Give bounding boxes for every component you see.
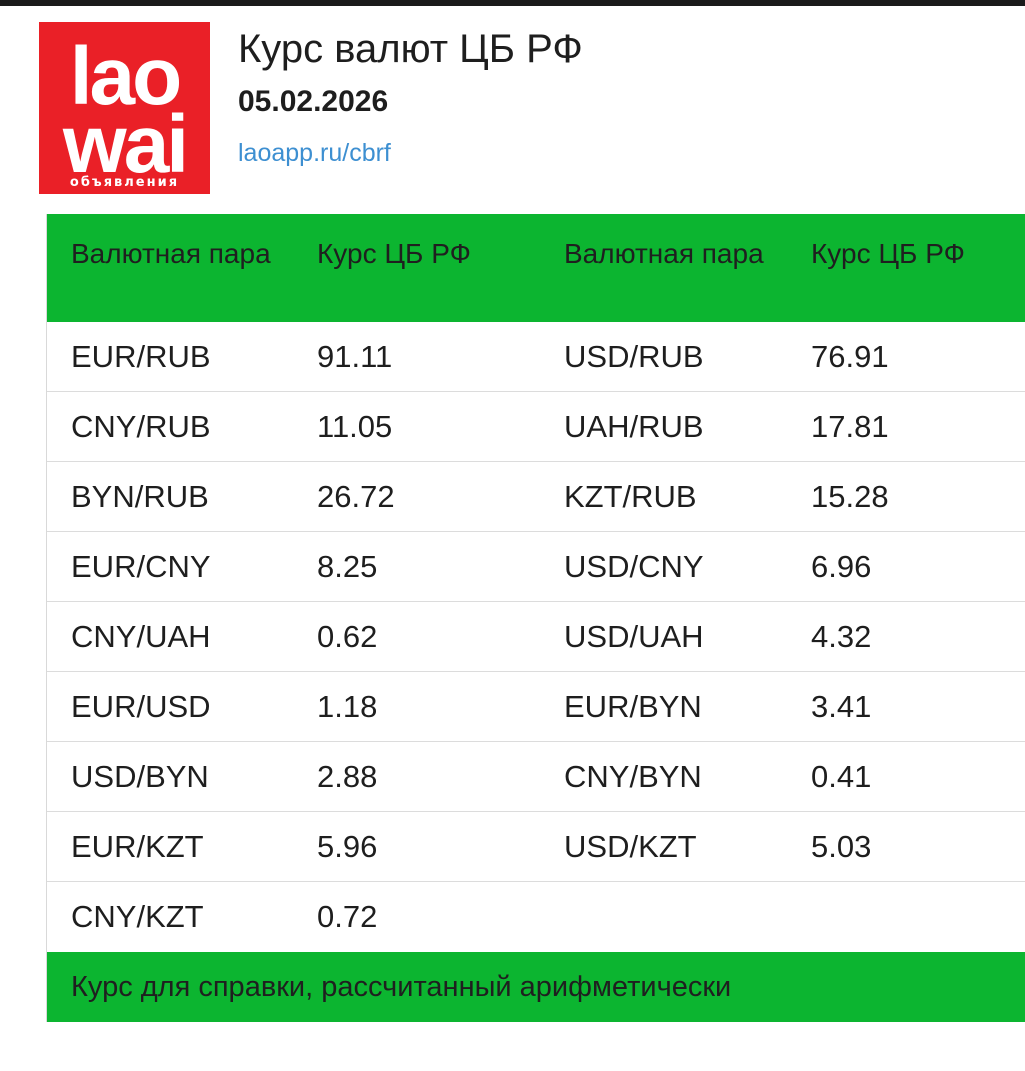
pair-cell: CNY/BYN bbox=[564, 759, 702, 794]
rate-cell: 76.91 bbox=[811, 339, 889, 374]
pair-cell: USD/RUB bbox=[564, 339, 704, 374]
pair-cell: EUR/USD bbox=[71, 689, 211, 724]
rates-table: Валютная пара Курс ЦБ РФ Валютная пара К… bbox=[46, 214, 1025, 1022]
table-row: BYN/RUB 26.72 KZT/RUB 15.28 bbox=[47, 462, 1025, 532]
col-header-pair-1: Валютная пара bbox=[71, 238, 271, 269]
col-header-pair-2: Валютная пара bbox=[564, 238, 764, 269]
pair-cell: USD/UAH bbox=[564, 619, 704, 654]
pair-cell: EUR/KZT bbox=[71, 829, 204, 864]
table-body: EUR/RUB 91.11 USD/RUB 76.91 CNY/RUB 11.0… bbox=[47, 322, 1025, 951]
table-row: EUR/KZT 5.96 USD/KZT 5.03 bbox=[47, 812, 1025, 882]
pair-cell: USD/BYN bbox=[71, 759, 209, 794]
table-row: EUR/RUB 91.11 USD/RUB 76.91 bbox=[47, 322, 1025, 392]
pair-cell: CNY/UAH bbox=[71, 619, 211, 654]
rate-cell: 6.96 bbox=[811, 549, 872, 584]
pair-cell: UAH/RUB bbox=[564, 409, 704, 444]
rate-cell: 0.72 bbox=[317, 899, 378, 934]
source-link[interactable]: laoapp.ru/cbrf bbox=[238, 139, 391, 167]
table-row: CNY/KZT 0.72 bbox=[47, 882, 1025, 951]
rate-cell: 11.05 bbox=[317, 409, 393, 444]
rate-cell: 5.96 bbox=[317, 829, 378, 864]
table-footer: Курс для справки, рассчитанный арифметич… bbox=[47, 952, 1025, 1022]
rate-cell: 5.03 bbox=[811, 829, 872, 864]
rate-cell: 26.72 bbox=[317, 479, 395, 514]
pair-cell: KZT/RUB bbox=[564, 479, 697, 514]
col-header-rate-1: Курс ЦБ РФ bbox=[317, 238, 471, 269]
rate-cell: 17.81 bbox=[811, 409, 889, 444]
rate-cell: 4.32 bbox=[811, 619, 872, 654]
logo-line-2: wai bbox=[62, 99, 189, 190]
rate-cell: 8.25 bbox=[317, 549, 378, 584]
pair-cell: EUR/CNY bbox=[71, 549, 211, 584]
page-title: Курс валют ЦБ РФ bbox=[238, 27, 583, 71]
table-header: Валютная пара Курс ЦБ РФ Валютная пара К… bbox=[47, 214, 1025, 322]
rate-cell: 15.28 bbox=[811, 479, 889, 514]
rate-cell: 91.11 bbox=[317, 339, 393, 374]
rate-cell: 0.62 bbox=[317, 619, 378, 654]
logo-line-1: lao bbox=[69, 31, 182, 122]
table-row: EUR/CNY 8.25 USD/CNY 6.96 bbox=[47, 532, 1025, 602]
pair-cell: USD/KZT bbox=[564, 829, 697, 864]
rate-cell: 1.18 bbox=[317, 689, 378, 724]
logo-subtitle: объявления bbox=[69, 175, 180, 190]
pair-cell: EUR/BYN bbox=[564, 689, 702, 724]
table-row: EUR/USD 1.18 EUR/BYN 3.41 bbox=[47, 672, 1025, 742]
col-header-rate-2: Курс ЦБ РФ bbox=[811, 238, 965, 269]
pair-cell: BYN/RUB bbox=[71, 479, 209, 514]
table-row: CNY/RUB 11.05 UAH/RUB 17.81 bbox=[47, 392, 1025, 462]
pair-cell: CNY/KZT bbox=[71, 899, 204, 934]
table-row: USD/BYN 2.88 CNY/BYN 0.41 bbox=[47, 742, 1025, 812]
rate-date: 05.02.2026 bbox=[238, 85, 389, 118]
footer-note: Курс для справки, рассчитанный арифметич… bbox=[71, 971, 732, 1003]
laowai-logo: lao wai объявления bbox=[39, 22, 210, 194]
table-row: CNY/UAH 0.62 USD/UAH 4.32 bbox=[47, 602, 1025, 672]
top-status-bar bbox=[0, 0, 1025, 6]
pair-cell: CNY/RUB bbox=[71, 409, 211, 444]
rate-cell: 2.88 bbox=[317, 759, 378, 794]
pair-cell: EUR/RUB bbox=[71, 339, 211, 374]
rate-cell: 3.41 bbox=[811, 689, 872, 724]
rate-cell: 0.41 bbox=[811, 759, 872, 794]
pair-cell: USD/CNY bbox=[564, 549, 704, 584]
